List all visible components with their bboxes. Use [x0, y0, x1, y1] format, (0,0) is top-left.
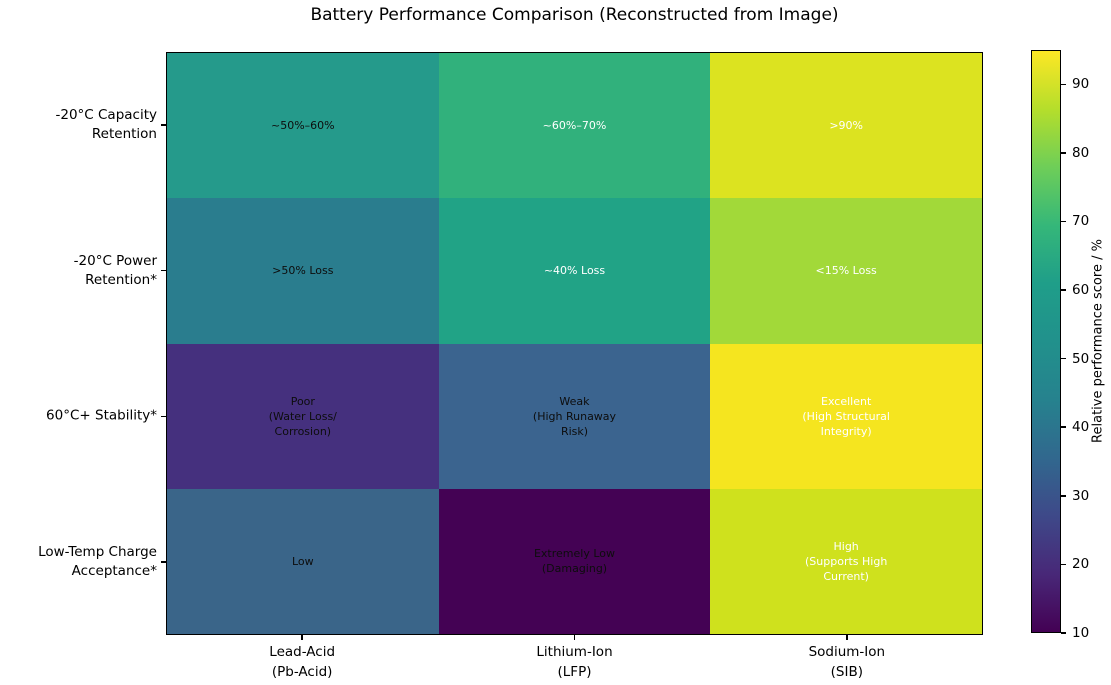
cell-annotation: Low [291, 554, 314, 568]
y-tick-mark [161, 269, 166, 272]
colorbar-gradient [1032, 51, 1060, 632]
cell-annotation: Extremely Low (Damaging) [533, 547, 615, 576]
cell-annotation: Excellent (High Structural Integrity) [802, 394, 890, 438]
cell-annotation: Weak (High Runaway Risk) [532, 394, 617, 438]
cell-annotation: >90% [829, 119, 863, 133]
heatmap-cell-r3c2: Weak (High Runaway Risk) [438, 343, 711, 489]
y-tick-mark [161, 415, 166, 418]
heatmap-cell-r1c3: >90% [710, 53, 982, 199]
colorbar-tick-mark [1061, 83, 1066, 86]
y-tick-label-2: -20°C Power Retention* [73, 252, 157, 288]
x-tick-label-1: Lead-Acid (Pb-Acid) [269, 644, 336, 680]
y-tick-mark [161, 561, 166, 563]
y-tick-mark [161, 124, 166, 126]
x-tick-label-2: Lithium-Ion (LFP) [536, 644, 613, 680]
heatmap-cell-r2c2: ~40% Loss [438, 198, 711, 344]
y-tick-label-1: -20°C Capacity Retention [55, 106, 157, 142]
x-tick-mark [301, 635, 303, 640]
colorbar-tick-mark [1061, 563, 1066, 566]
colorbar-tick-mark [1061, 495, 1066, 497]
colorbar-tick-label-70: 70 [1072, 213, 1090, 230]
colorbar-tick-mark [1061, 220, 1066, 223]
colorbar-tick-label-90: 90 [1072, 76, 1090, 93]
heatmap-cell-r1c2: ~60%–70% [438, 53, 711, 199]
colorbar-axis-label: Relative performance score / % [1090, 239, 1106, 443]
heatmap-cell-r4c1: Low [167, 488, 439, 634]
colorbar [1031, 50, 1061, 633]
heatmap-cell-r4c2: Extremely Low (Damaging) [438, 488, 711, 634]
heatmap-cell-r3c3: Excellent (High Structural Integrity) [710, 343, 982, 489]
cell-annotation: ~40% Loss [543, 264, 606, 278]
colorbar-tick-label-10: 10 [1072, 625, 1090, 641]
colorbar-tick-mark [1061, 632, 1066, 634]
cell-annotation: >50% Loss [272, 264, 334, 278]
cell-annotation: <15% Loss [815, 264, 877, 278]
chart-title: Battery Performance Comparison (Reconstr… [310, 5, 839, 25]
colorbar-tick-mark [1061, 152, 1066, 154]
cell-annotation: ~50%–60% [271, 119, 335, 133]
y-tick-label-4: Low-Temp Charge Acceptance* [38, 544, 157, 580]
heatmap-cell-r2c1: >50% Loss [167, 198, 439, 344]
colorbar-tick-label-30: 30 [1072, 487, 1090, 504]
x-tick-mark [573, 635, 576, 640]
x-tick-label-3: Sodium-Ion (SIB) [808, 644, 886, 680]
heatmap-cell-r3c1: Poor (Water Loss/ Corrosion) [167, 343, 439, 489]
y-tick-label-3: 60°C+ Stability* [46, 407, 157, 424]
heatmap-cell-r1c1: ~50%–60% [167, 53, 439, 199]
x-tick-mark [846, 635, 848, 640]
cell-annotation: Poor (Water Loss/ Corrosion) [268, 394, 337, 438]
heatmap-grid: ~50%–60% ~60%–70% >90% >50% Loss ~40% Loss <1… [166, 52, 983, 635]
colorbar-tick-label-20: 20 [1072, 556, 1090, 573]
colorbar-tick-label-80: 80 [1072, 144, 1090, 161]
heatmap-cell-r2c3: <15% Loss [710, 198, 982, 344]
colorbar-tick-mark [1061, 289, 1066, 291]
colorbar-tick-mark [1061, 426, 1066, 428]
colorbar-tick-label-60: 60 [1072, 282, 1090, 299]
cell-annotation: High (Supports High Current) [805, 539, 888, 583]
colorbar-tick-label-50: 50 [1072, 350, 1090, 367]
cell-annotation: ~60%–70% [542, 119, 607, 133]
heatmap-cell-r4c3: High (Supports High Current) [710, 488, 982, 634]
colorbar-tick-label-40: 40 [1072, 419, 1090, 436]
colorbar-tick-mark [1061, 357, 1066, 360]
